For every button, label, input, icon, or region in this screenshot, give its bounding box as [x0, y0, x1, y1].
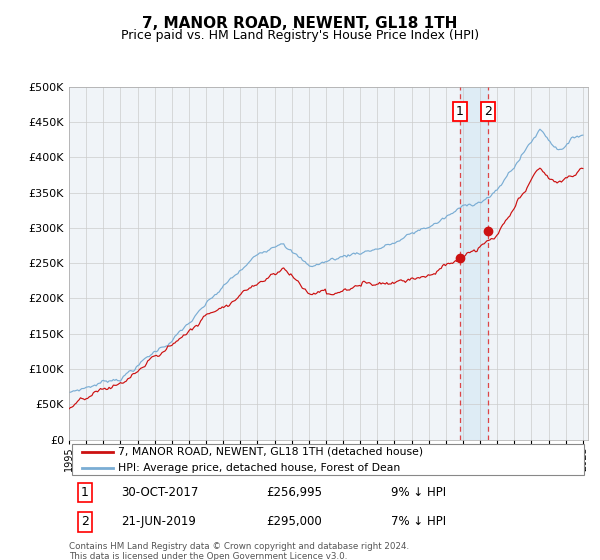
Text: £295,000: £295,000 [266, 515, 322, 529]
FancyBboxPatch shape [71, 444, 584, 475]
Text: 1: 1 [456, 105, 464, 118]
Text: 21-JUN-2019: 21-JUN-2019 [121, 515, 196, 529]
Text: Price paid vs. HM Land Registry's House Price Index (HPI): Price paid vs. HM Land Registry's House … [121, 29, 479, 42]
Text: £256,995: £256,995 [266, 486, 322, 500]
Text: 1: 1 [80, 486, 89, 500]
Text: Contains HM Land Registry data © Crown copyright and database right 2024.
This d: Contains HM Land Registry data © Crown c… [69, 542, 409, 560]
Text: 7, MANOR ROAD, NEWENT, GL18 1TH: 7, MANOR ROAD, NEWENT, GL18 1TH [142, 16, 458, 31]
Text: 7, MANOR ROAD, NEWENT, GL18 1TH (detached house): 7, MANOR ROAD, NEWENT, GL18 1TH (detache… [118, 447, 424, 457]
Text: 2: 2 [80, 515, 89, 529]
Text: 30-OCT-2017: 30-OCT-2017 [121, 486, 198, 500]
Bar [460, 87, 488, 440]
Text: 7% ↓ HPI: 7% ↓ HPI [391, 515, 446, 529]
Text: 2: 2 [484, 105, 492, 118]
Text: HPI: Average price, detached house, Forest of Dean: HPI: Average price, detached house, Fore… [118, 463, 401, 473]
Text: 9% ↓ HPI: 9% ↓ HPI [391, 486, 446, 500]
